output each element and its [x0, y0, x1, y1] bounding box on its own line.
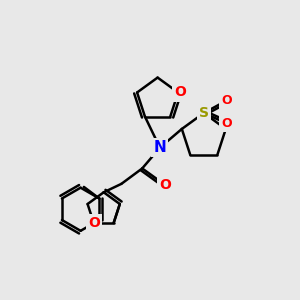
- Text: O: O: [222, 94, 232, 107]
- Text: N: N: [154, 140, 166, 155]
- Text: O: O: [222, 117, 232, 130]
- Text: O: O: [175, 85, 186, 100]
- Text: O: O: [159, 178, 171, 192]
- Text: O: O: [88, 216, 100, 230]
- Text: S: S: [199, 106, 209, 120]
